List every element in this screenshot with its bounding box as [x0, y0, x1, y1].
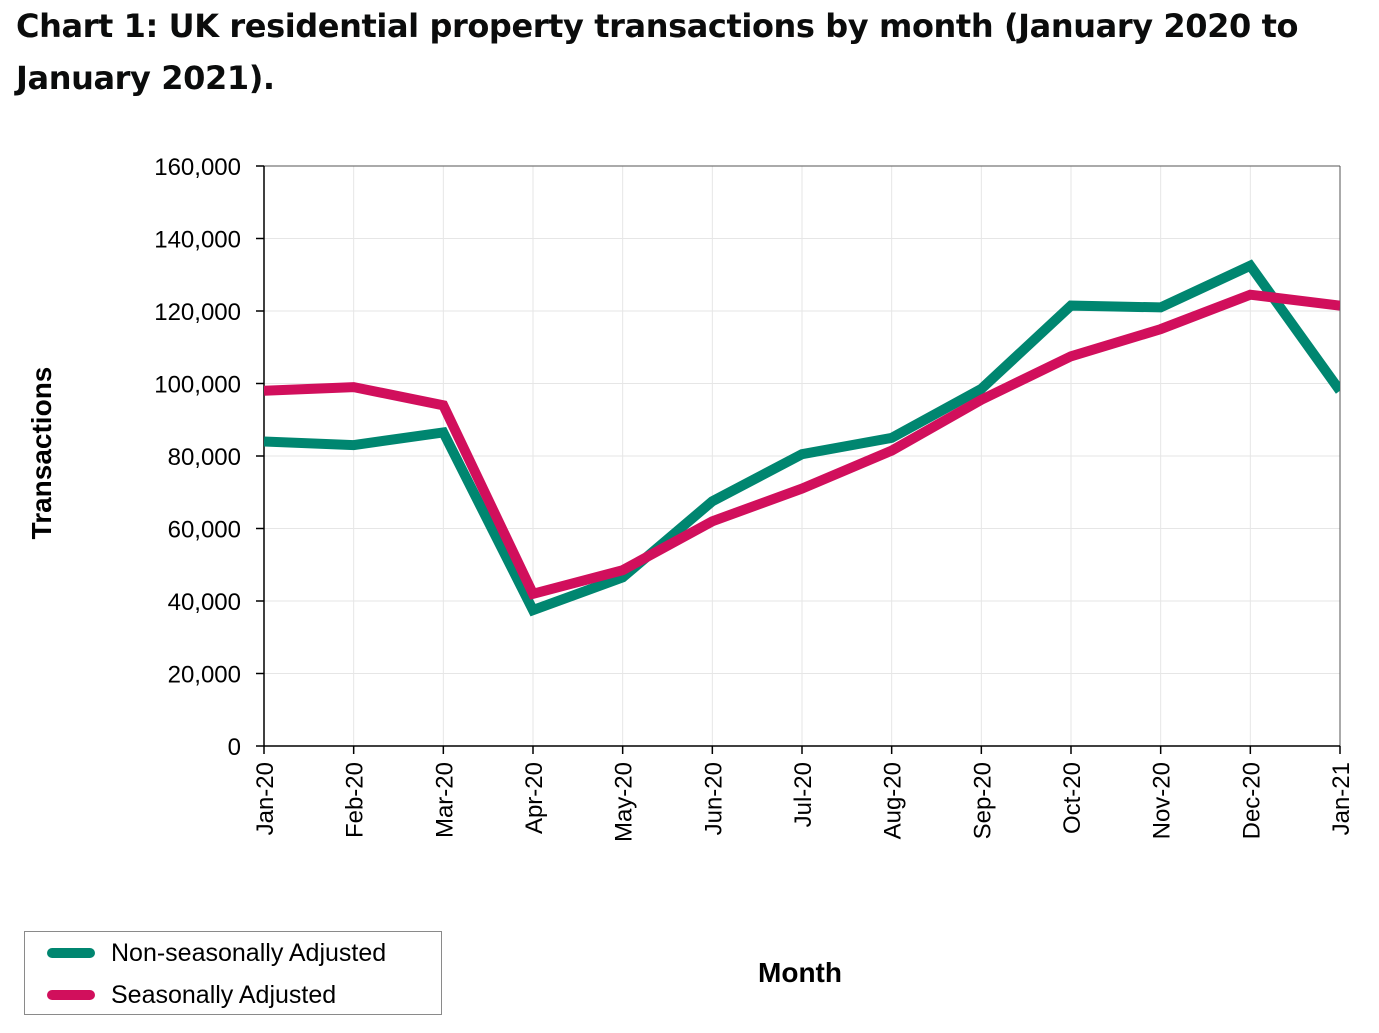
x-tick-label: Sep-20 — [969, 762, 996, 839]
legend-swatch-seasonal — [47, 990, 95, 1000]
chart-title: Chart 1: UK residential property transac… — [16, 7, 1299, 97]
y-tick-label: 0 — [228, 734, 241, 761]
legend-swatch-non-seasonal — [47, 948, 95, 958]
series-line-seasonal — [264, 289, 1340, 600]
legend-label-seasonal: Seasonally Adjusted — [111, 980, 337, 1009]
y-axis-title: Transactions — [26, 367, 57, 540]
x-tick-label: Jul-20 — [790, 762, 817, 827]
y-tick-label: 40,000 — [168, 589, 241, 616]
x-tick-label: Apr-20 — [521, 762, 548, 834]
y-tick-label: 160,000 — [154, 154, 241, 181]
axes — [256, 165, 1341, 754]
y-tick-label: 20,000 — [168, 662, 241, 689]
x-tick-label: Dec-20 — [1238, 762, 1265, 839]
x-tick-label: Mar-20 — [431, 762, 458, 838]
legend: Non-seasonally Adjusted Seasonally Adjus… — [24, 931, 442, 1015]
series-line-non-seasonal — [264, 259, 1340, 617]
x-tick-label: Jun-20 — [700, 762, 727, 835]
y-tick-label: 80,000 — [168, 444, 241, 471]
y-tick-label: 140,000 — [154, 227, 241, 254]
legend-label-non-seasonal: Non-seasonally Adjusted — [111, 938, 387, 967]
y-tick-label: 100,000 — [154, 372, 241, 399]
x-tick-labels: Jan-20 Feb-20 Mar-20 Apr-20 May-20 Jun-20 Jul-… — [252, 762, 1355, 842]
y-tick-labels: 0 20,000 40,000 60,000 80,000 100,000 120,000 1… — [154, 154, 241, 761]
x-tick-label: Oct-20 — [1059, 762, 1086, 834]
x-axis-title: Month — [758, 957, 842, 988]
legend-item-non-seasonal: Non-seasonally Adjusted — [47, 938, 386, 968]
x-tick-label: Jan-20 — [252, 762, 279, 835]
x-tick-label: May-20 — [611, 762, 638, 842]
x-tick-label: Jan-21 — [1328, 762, 1355, 835]
x-tick-label: Feb-20 — [342, 762, 369, 838]
series-lines — [264, 259, 1340, 617]
legend-item-seasonal: Seasonally Adjusted — [47, 980, 336, 1010]
x-tick-label: Aug-20 — [880, 762, 907, 839]
y-tick-label: 60,000 — [168, 517, 241, 544]
x-tick-label: Nov-20 — [1149, 762, 1176, 839]
y-tick-label: 120,000 — [154, 299, 241, 326]
